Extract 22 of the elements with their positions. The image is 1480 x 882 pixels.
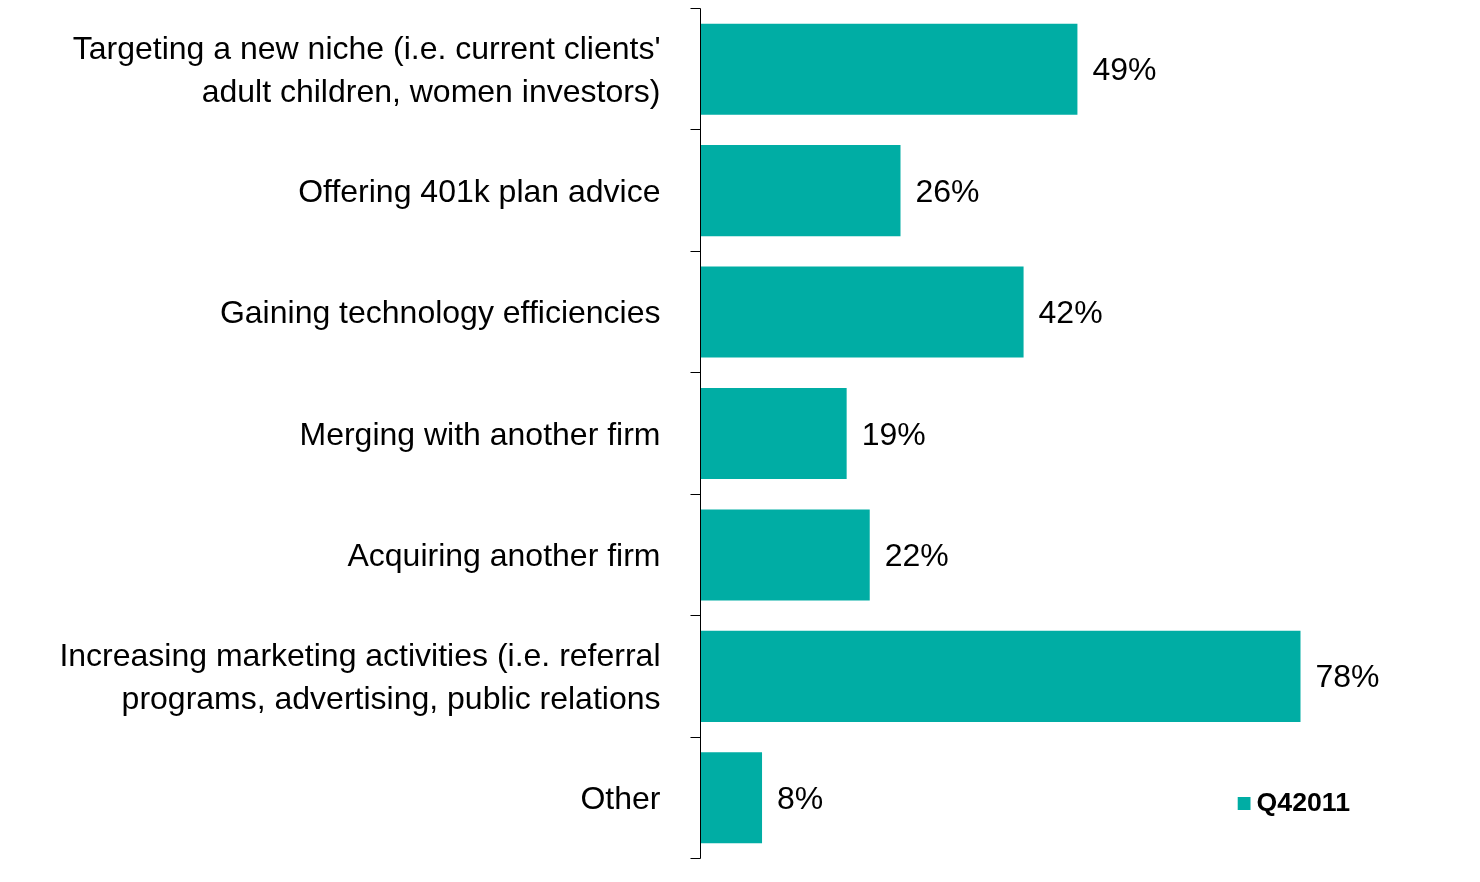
y-tick-label: Merging with another firm	[299, 415, 661, 452]
y-tick-label: Other	[580, 779, 661, 816]
data-label: 42%	[1038, 294, 1103, 331]
data-label: 49%	[1092, 51, 1157, 88]
bar	[700, 752, 763, 844]
data-label: 22%	[884, 536, 949, 573]
data-label: 78%	[1315, 658, 1380, 695]
y-tick-label: Offering 401k plan advice	[298, 172, 661, 209]
legend-label: Q42011	[1256, 787, 1350, 818]
bar	[700, 266, 1024, 358]
y-tick-label: Increasing marketing activities (i.e. referral programs, advertising, public relations	[59, 636, 661, 716]
data-label: 8%	[777, 779, 824, 816]
y-tick-label: Acquiring another firm	[347, 536, 661, 573]
data-label: 19%	[861, 415, 926, 452]
data-label: 26%	[915, 172, 980, 209]
bar	[700, 509, 870, 601]
bar	[700, 630, 1301, 722]
bar	[700, 145, 901, 237]
y-tick-label: Gaining technology efficiencies	[219, 294, 661, 331]
bar	[700, 23, 1078, 115]
y-tick-label: Targeting a new niche (i.e. current clients' adult children, women investors)	[72, 29, 661, 109]
bar	[700, 387, 847, 480]
